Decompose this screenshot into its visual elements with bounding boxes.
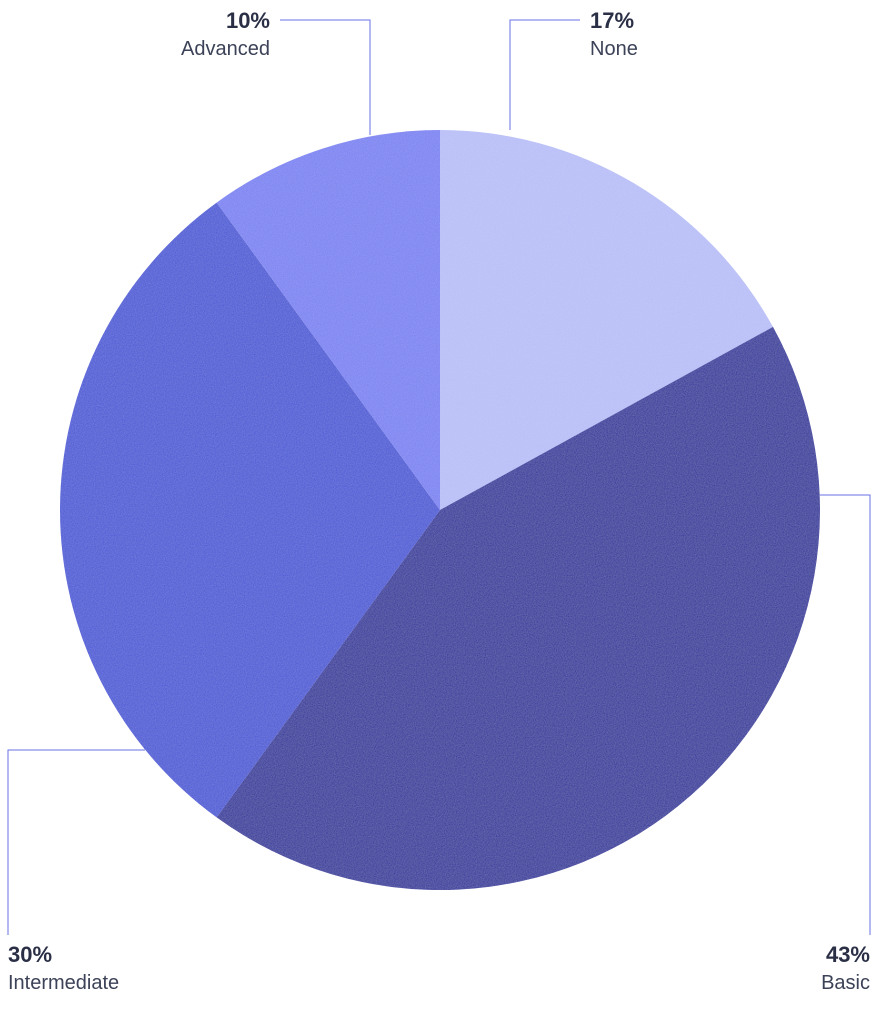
leader-line-basic <box>820 495 870 935</box>
slice-name-none: None <box>590 36 638 63</box>
pie-chart-container: 17%None 43%Basic 30%Intermediate 10%Advance… <box>0 0 881 1024</box>
slice-label-advanced: 10%Advanced <box>181 6 270 63</box>
leader-line-advanced <box>280 20 370 135</box>
slice-name-advanced: Advanced <box>181 36 270 63</box>
leader-line-none <box>510 20 580 130</box>
pie-chart-svg <box>0 0 881 1024</box>
slice-label-none: 17%None <box>590 6 638 63</box>
slice-name-basic: Basic <box>821 970 870 997</box>
leader-line-intermediate <box>8 750 145 935</box>
slice-label-basic: 43%Basic <box>821 940 870 997</box>
slice-label-intermediate: 30%Intermediate <box>8 940 119 997</box>
slice-pct-basic: 43% <box>821 940 870 970</box>
pie-slices <box>60 130 820 890</box>
slice-name-intermediate: Intermediate <box>8 970 119 997</box>
slice-pct-advanced: 10% <box>181 6 270 36</box>
slice-pct-none: 17% <box>590 6 638 36</box>
slice-pct-intermediate: 30% <box>8 940 119 970</box>
